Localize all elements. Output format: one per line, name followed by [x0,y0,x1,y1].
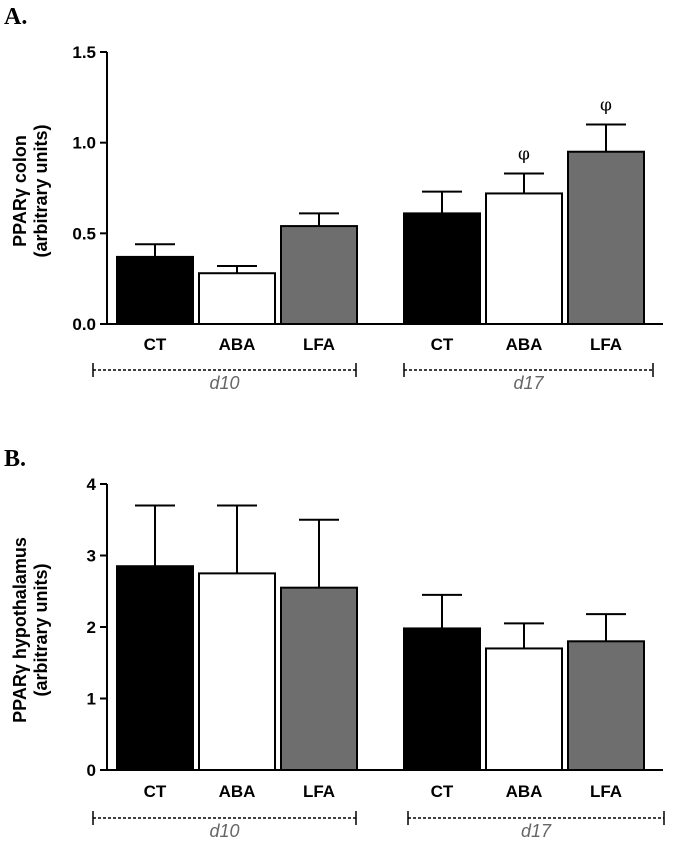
panel-a-ylabel-line2: (arbitrary units) [31,124,51,257]
panel-b-y-tick-label: 3 [87,547,96,566]
panel-a-y-tick-label: 1.5 [72,43,96,62]
panel-a-category-label: CT [144,335,167,354]
panel-a-category-label: ABA [219,335,256,354]
panel-b-category-label: ABA [506,782,543,801]
panel-a-bar-lfa-d17 [567,150,645,325]
panel-b-category-label: LFA [590,782,622,801]
panel-a-bar-lfa-d10 [280,225,358,325]
panel-b-bar-ct-d10 [116,565,194,771]
panel-b-y-tick-label: 0 [87,761,96,780]
panel-b-category-label: LFA [303,782,335,801]
panel-b-ylabel-line2: (arbitrary units) [31,563,51,696]
panel-b-chart: B. PPARγ hypothalamus (arbitrary units) … [4,446,665,841]
panel-a-category-label: LFA [590,335,622,354]
panel-b-group-label: d17 [521,821,552,841]
panel-b-group-label: d10 [209,821,239,841]
panel-a-y-tick-label: 0.5 [72,224,96,243]
panel-b-y-tick-label: 2 [87,618,96,637]
panel-a-chart: A. PPARγ colon (arbitrary units) 0.0 0.5 1… [4,4,663,393]
panel-a-bar-ct-d17 [403,212,481,326]
panel-a-category-label: ABA [506,335,543,354]
panel-b-category-label: CT [431,782,454,801]
panel-a-group-label: d17 [513,373,544,393]
panel-a-significance-mark: φ [518,144,530,164]
panel-a-bar-aba-d17 [485,192,563,325]
panel-a-category-label: LFA [303,335,335,354]
panel-b-category-label: CT [144,782,167,801]
panel-b-label: B. [4,446,26,472]
panel-a-bar-aba-d10 [198,272,276,325]
panel-b-ylabel-line1: PPARγ hypothalamus [10,537,30,723]
panel-b-y-tick-label: 4 [87,475,97,494]
panel-b-bar-aba-d10 [198,572,276,771]
panel-a-label: A. [4,4,27,30]
panel-a-ylabel-line1: PPARγ colon [10,135,30,247]
panel-a-y-tick-label: 1.0 [72,134,96,153]
panel-a-group-label: d10 [209,373,239,393]
panel-a-y-tick-label: 0.0 [72,315,96,334]
panel-a-bar-ct-d10 [116,255,194,326]
panel-a-significance-mark: φ [600,96,612,116]
panel-b-y-tick-label: 1 [87,690,96,709]
panel-b-bar-lfa-d17 [567,640,645,771]
panel-b-bar-ct-d17 [403,627,481,771]
panel-a-category-label: CT [431,335,454,354]
panel-b-category-label: ABA [219,782,256,801]
panel-b-bar-lfa-d10 [280,586,358,771]
panel-b-bar-aba-d17 [485,647,563,772]
